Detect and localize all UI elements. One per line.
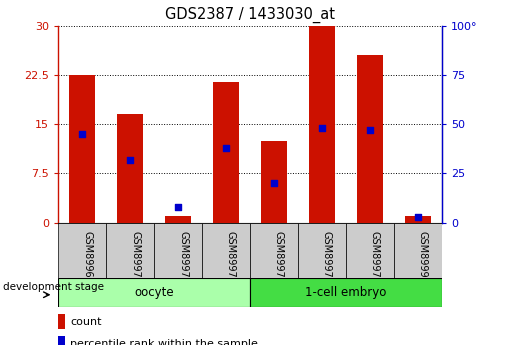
Title: GDS2387 / 1433030_at: GDS2387 / 1433030_at — [165, 7, 335, 23]
Bar — [250, 278, 442, 307]
Point — [222, 145, 230, 150]
Bar — [213, 81, 239, 223]
Text: GSM89973: GSM89973 — [274, 231, 284, 284]
Point — [270, 180, 278, 186]
Bar — [58, 336, 65, 345]
Text: percentile rank within the sample: percentile rank within the sample — [70, 339, 258, 345]
Bar — [69, 75, 95, 223]
Point — [126, 157, 134, 162]
Bar — [309, 26, 335, 223]
Bar — [58, 223, 106, 278]
Text: oocyte: oocyte — [134, 286, 174, 299]
Bar — [261, 141, 287, 223]
Point — [366, 127, 374, 133]
Bar — [58, 314, 65, 329]
Bar — [154, 223, 202, 278]
Bar — [165, 216, 191, 223]
Bar — [202, 223, 250, 278]
Bar — [357, 55, 383, 223]
Text: GSM89969: GSM89969 — [82, 231, 92, 284]
Point — [78, 131, 86, 137]
Text: development stage: development stage — [3, 282, 104, 292]
Bar — [117, 115, 143, 223]
Text: GSM89999: GSM89999 — [418, 231, 428, 284]
Text: GSM89974: GSM89974 — [322, 231, 332, 284]
Text: GSM89972: GSM89972 — [226, 231, 236, 284]
Point — [318, 125, 326, 131]
Bar — [106, 223, 154, 278]
Point — [414, 214, 422, 219]
Text: 1-cell embryo: 1-cell embryo — [305, 286, 387, 299]
Text: GSM89970: GSM89970 — [130, 231, 140, 284]
Text: GSM89971: GSM89971 — [178, 231, 188, 284]
Bar — [394, 223, 442, 278]
Bar — [58, 278, 250, 307]
Text: GSM89975: GSM89975 — [370, 231, 380, 284]
Bar — [298, 223, 346, 278]
Bar — [405, 216, 431, 223]
Text: count: count — [70, 317, 102, 327]
Point — [174, 204, 182, 209]
Bar — [346, 223, 394, 278]
Bar — [250, 223, 298, 278]
